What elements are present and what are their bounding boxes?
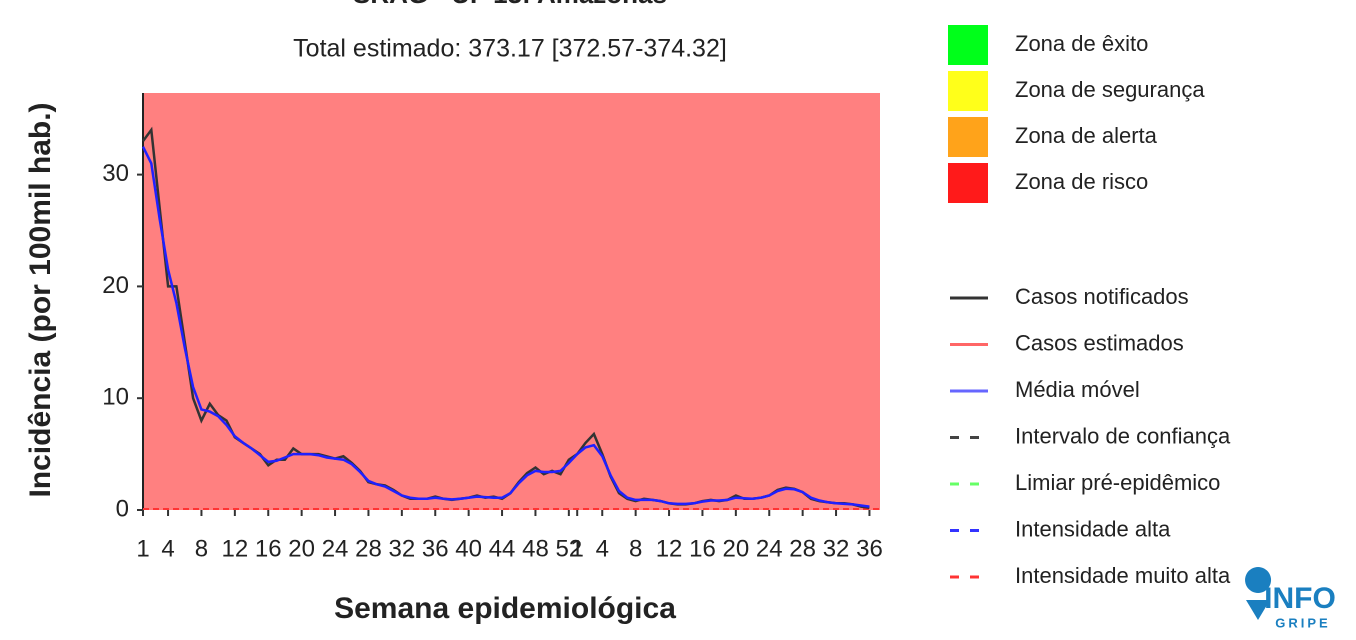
legend-swatch: [948, 71, 988, 111]
y-tick-label: 0: [116, 495, 129, 522]
x-tick-label: 52: [555, 535, 582, 562]
series-line: [141, 146, 870, 508]
legend-label: Limiar pré-epidêmico: [1015, 470, 1220, 495]
x-tick-label: 1: [571, 535, 584, 562]
x-tick-label: 36: [422, 535, 449, 562]
chart-subtitle: Total estimado: 373.17 [372.57-374.32]: [293, 35, 727, 63]
x-tick-label: 28: [789, 535, 816, 562]
legend-label: Média móvel: [1015, 377, 1140, 402]
x-tick-label: 16: [689, 535, 716, 562]
legend-label: Zona de alerta: [1015, 123, 1158, 148]
legend-label: Casos notificados: [1015, 284, 1189, 309]
x-tick-label: 16: [255, 535, 282, 562]
x-tick-label: 40: [455, 535, 482, 562]
legend-swatch: [948, 163, 988, 203]
x-tick-label: 20: [288, 535, 315, 562]
chart-title: SRAG - UF 13: Amazonas: [353, 0, 667, 9]
x-tick-label: 8: [629, 535, 642, 562]
legend-swatch: [948, 25, 988, 65]
legend-label: Casos estimados: [1015, 330, 1184, 355]
x-tick-label: 8: [195, 535, 208, 562]
x-tick-label: 12: [656, 535, 683, 562]
legend-label: Zona de êxito: [1015, 31, 1148, 56]
x-tick-label: 36: [856, 535, 883, 562]
risk-zone: [143, 93, 880, 510]
x-tick-label: 48: [522, 535, 549, 562]
x-tick-label: 32: [388, 535, 415, 562]
x-tick-label: 32: [823, 535, 850, 562]
y-tick-label: 10: [102, 384, 129, 411]
x-axis-label: Semana epidemiológica: [334, 592, 676, 625]
logo-pin: [1245, 567, 1272, 620]
x-tick-label: 1: [136, 535, 149, 562]
x-tick-label: 12: [221, 535, 248, 562]
x-tick-label: 4: [596, 535, 609, 562]
y-tick-label: 20: [102, 272, 129, 299]
logo-text: INFO: [1264, 582, 1336, 615]
x-tick-label: 24: [322, 535, 349, 562]
legend-label: Zona de segurança: [1015, 77, 1205, 102]
y-axis-label: Incidência (por 100mil hab.): [24, 102, 57, 497]
legend-label: Intensidade alta: [1015, 516, 1171, 541]
x-tick-label: 24: [756, 535, 783, 562]
legend-label: Zona de risco: [1015, 169, 1148, 194]
x-tick-label: 28: [355, 535, 382, 562]
logo-text: GRIPE: [1275, 615, 1330, 630]
x-tick-label: 20: [722, 535, 749, 562]
legend-label: Intervalo de confiança: [1015, 423, 1231, 448]
legend-label: Intensidade muito alta: [1015, 563, 1231, 588]
legend-swatch: [948, 117, 988, 157]
x-tick-label: 44: [489, 535, 516, 562]
y-tick-label: 30: [102, 160, 129, 187]
x-tick-label: 4: [161, 535, 174, 562]
